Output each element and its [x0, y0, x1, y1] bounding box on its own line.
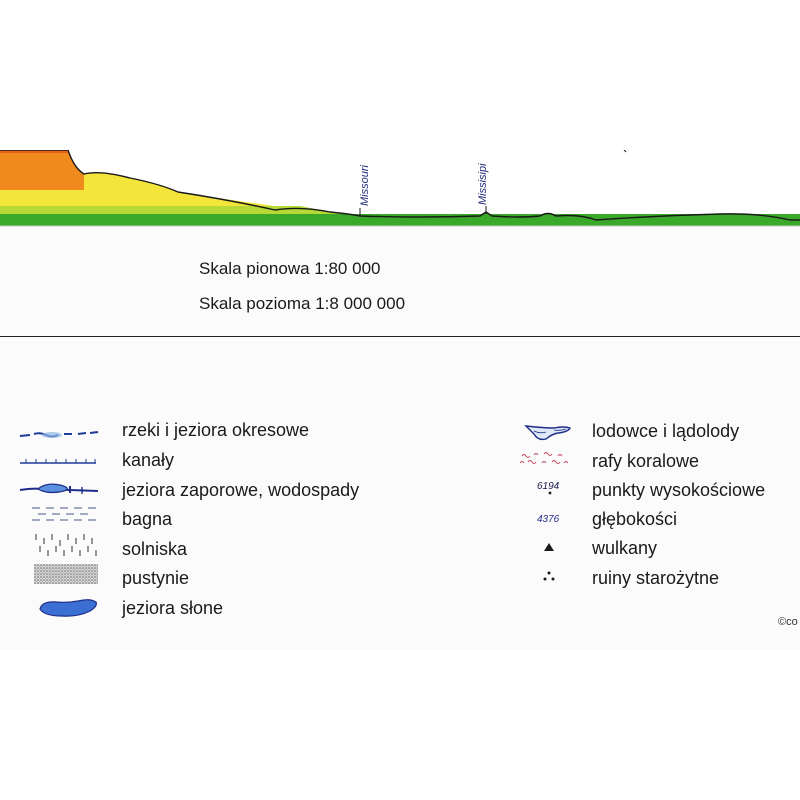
legend-label-swamps: bagna	[122, 509, 173, 529]
legend-label-volcanoes: wulkany	[592, 538, 658, 558]
legend-label-glaciers: lodowce i lądolody	[592, 421, 740, 441]
spot-height-icon: 6194	[537, 481, 560, 495]
legend-label-salt-lakes: jeziora słone	[122, 598, 224, 618]
profile-top-layer	[0, 150, 68, 153]
map-sheet: Missouri Missisipi Skala pionowa 1:80 00…	[0, 150, 800, 650]
volcano-icon	[544, 543, 554, 551]
legend-label-depths: głębokości	[592, 509, 678, 529]
glacier-icon	[524, 425, 571, 441]
canal-icon	[20, 459, 96, 464]
profile-outline	[0, 150, 800, 221]
vertical-scale-label: Skala pionowa 1:80 000	[199, 259, 381, 278]
horizontal-scale-label: Skala pozioma 1:8 000 000	[199, 294, 406, 313]
missisipi-label: Missisipi	[477, 163, 489, 205]
legend-label-salt-flats: solniska	[122, 539, 188, 559]
coral-reef-icon	[519, 452, 569, 464]
copyright-notice: ©co	[778, 616, 798, 628]
legend-label-canals: kanały	[122, 450, 175, 470]
swamp-icon	[32, 507, 96, 521]
missouri-label: Missouri	[359, 164, 371, 206]
reservoir-icon	[19, 483, 99, 494]
profile-orange-layer	[0, 150, 84, 190]
scale-divider	[0, 336, 800, 337]
legend-label-intermittent-rivers: rzeki i jeziora okresowe	[122, 420, 310, 440]
salt-flat-icon	[35, 534, 97, 556]
spot-height-sample: 6194	[537, 481, 560, 492]
elevation-profile: Missouri Missisipi	[0, 150, 800, 227]
dashed-river-icon	[19, 431, 99, 438]
depth-sample: 4376	[537, 514, 560, 525]
legend-label-coral-reefs: rafy koralowe	[592, 451, 700, 471]
legend-label-reservoirs: jeziora zaporowe, wodospady	[122, 480, 360, 500]
ruins-icon	[543, 571, 555, 581]
salt-lake-icon	[39, 599, 97, 617]
legend-label-deserts: pustynie	[122, 568, 190, 588]
depth-icon: 4376	[537, 514, 560, 525]
legend-label-spot-heights: punkty wysokościowe	[592, 480, 766, 500]
desert-icon	[34, 564, 98, 584]
legend-label-ruins: ruiny starożytne	[592, 568, 720, 588]
